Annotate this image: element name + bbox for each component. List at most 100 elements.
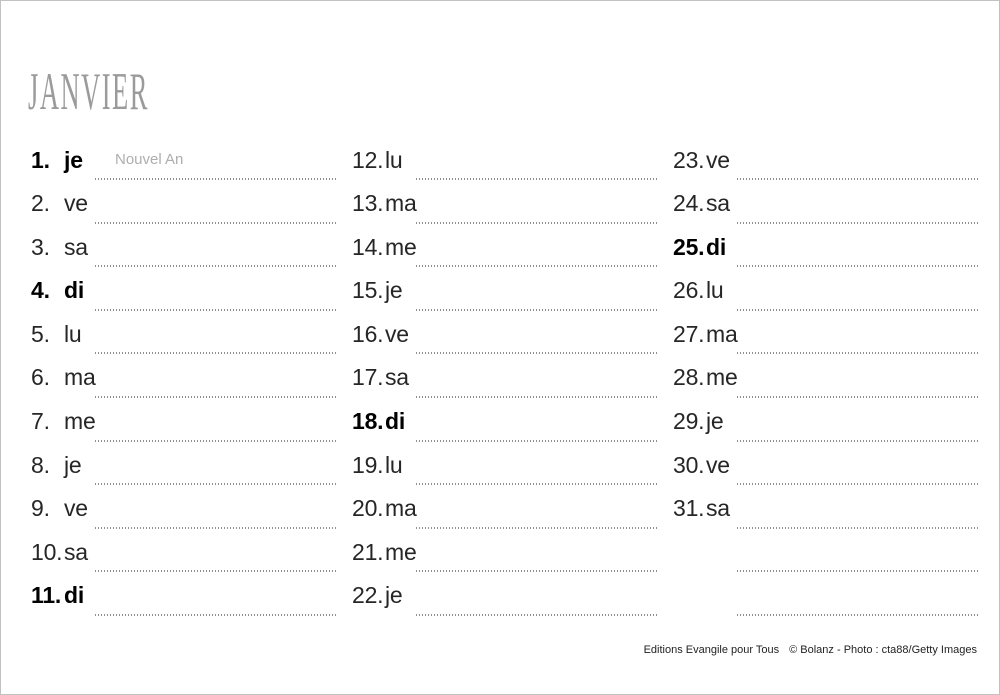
day-number: 17.	[352, 364, 384, 391]
day-row-21: 21. me	[352, 539, 658, 583]
day-abbrev: di	[64, 277, 85, 304]
day-row-23: 23. ve	[673, 147, 979, 191]
day-number: 1.	[31, 146, 50, 173]
empty-row	[673, 583, 979, 627]
calendar-column-3: 23. ve 24. sa 25. di 26. lu 27. ma 28. me 29. je 30. ve…	[673, 147, 979, 627]
day-number: 30.	[673, 451, 705, 478]
day-abbrev: ve	[64, 495, 88, 522]
day-abbrev: sa	[64, 233, 88, 260]
day-label: 25. di	[673, 234, 726, 260]
footer-publisher: Editions Evangile pour Tous	[643, 644, 780, 656]
day-number: 5.	[31, 320, 50, 347]
day-row-16: 16. ve	[352, 321, 658, 365]
day-number: 19.	[352, 451, 384, 478]
day-number: 31.	[673, 495, 705, 522]
entry-line	[416, 265, 658, 268]
day-label: 31. sa	[673, 495, 730, 522]
entry-line	[95, 570, 337, 573]
day-label: 28. me	[673, 364, 738, 391]
day-label: 6. ma	[31, 364, 96, 391]
day-abbrev: di	[706, 233, 727, 260]
day-row-7: 7. me	[31, 408, 337, 453]
day-abbrev: ma	[385, 495, 417, 522]
day-number: 8.	[31, 451, 50, 478]
day-label: 29. je	[673, 408, 724, 435]
month-title: JANVIER	[28, 63, 149, 121]
day-number: 18.	[352, 408, 384, 435]
entry-line	[737, 526, 979, 529]
day-abbrev: ma	[64, 364, 96, 391]
day-label: 19. lu	[352, 452, 403, 478]
entry-line	[737, 221, 979, 224]
day-abbrev: lu	[706, 277, 724, 304]
day-row-14: 14. me	[352, 234, 658, 278]
entry-line	[737, 265, 979, 268]
day-number: 13.	[352, 190, 384, 217]
entry-line	[416, 439, 658, 442]
day-number: 3.	[31, 233, 50, 260]
day-label: 23. ve	[673, 147, 730, 173]
day-label: 30. ve	[673, 452, 730, 478]
day-abbrev: sa	[706, 495, 730, 522]
day-number: 28.	[673, 364, 705, 391]
day-row-12: 12. lu	[352, 147, 658, 191]
day-abbrev: je	[385, 277, 403, 304]
day-label: 18. di	[352, 408, 406, 435]
day-label: 13. ma	[352, 190, 417, 217]
day-abbrev: je	[64, 451, 82, 478]
day-label: 5. lu	[31, 321, 82, 347]
day-abbrev: lu	[64, 320, 82, 347]
entry-line	[737, 439, 979, 442]
entry-line	[95, 352, 337, 355]
day-abbrev: di	[64, 582, 85, 609]
day-row-31: 31. sa	[673, 495, 979, 540]
entry-line	[416, 352, 658, 355]
day-row-11: 11. di	[31, 582, 337, 627]
day-abbrev: ve	[64, 190, 88, 217]
day-number: 12.	[352, 146, 384, 173]
day-label: 27. ma	[673, 321, 738, 347]
entry-line	[416, 526, 658, 529]
day-number: 7.	[31, 408, 50, 435]
day-label: 2. ve	[31, 190, 88, 217]
day-row-6: 6. ma	[31, 364, 337, 409]
day-number: 22.	[352, 582, 384, 609]
footer-credits: Editions Evangile pour Tous © Bolanz - P…	[644, 644, 977, 656]
day-label: 7. me	[31, 408, 96, 435]
day-number: 25.	[673, 233, 705, 260]
day-row-15: 15. je	[352, 277, 658, 322]
entry-line	[416, 178, 658, 180]
day-number: 16.	[352, 320, 384, 347]
entry-line	[416, 221, 658, 224]
day-number: 14.	[352, 233, 384, 260]
day-abbrev: me	[64, 408, 96, 435]
entry-line	[95, 613, 337, 616]
day-number: 23.	[673, 146, 705, 173]
entry-line	[95, 265, 337, 268]
entry-line	[737, 483, 979, 486]
day-abbrev: je	[64, 146, 83, 173]
day-label: 15. je	[352, 277, 403, 304]
day-row-9: 9. ve	[31, 495, 337, 540]
day-row-19: 19. lu	[352, 452, 658, 496]
entry-line	[95, 483, 337, 486]
empty-row	[673, 539, 979, 583]
day-label: 17. sa	[352, 364, 409, 391]
entry-line	[416, 395, 658, 398]
day-abbrev: di	[385, 408, 406, 435]
calendar-grid: 1. je Nouvel An 2. ve 3. sa 4. di 5. lu 6. ma 7. me 8. j…	[31, 147, 979, 627]
day-label: 21. me	[352, 539, 417, 565]
entry-line	[95, 526, 337, 529]
day-row-29: 29. je	[673, 408, 979, 453]
day-row-18: 18. di	[352, 408, 658, 453]
entry-line	[737, 308, 979, 311]
day-abbrev: me	[706, 364, 738, 391]
day-label: 3. sa	[31, 234, 88, 260]
entry-line	[737, 178, 979, 180]
entry-line	[416, 308, 658, 311]
entry-line	[95, 178, 337, 180]
day-abbrev: sa	[706, 190, 730, 217]
day-row-22: 22. je	[352, 582, 658, 627]
day-number: 11.	[31, 582, 62, 609]
